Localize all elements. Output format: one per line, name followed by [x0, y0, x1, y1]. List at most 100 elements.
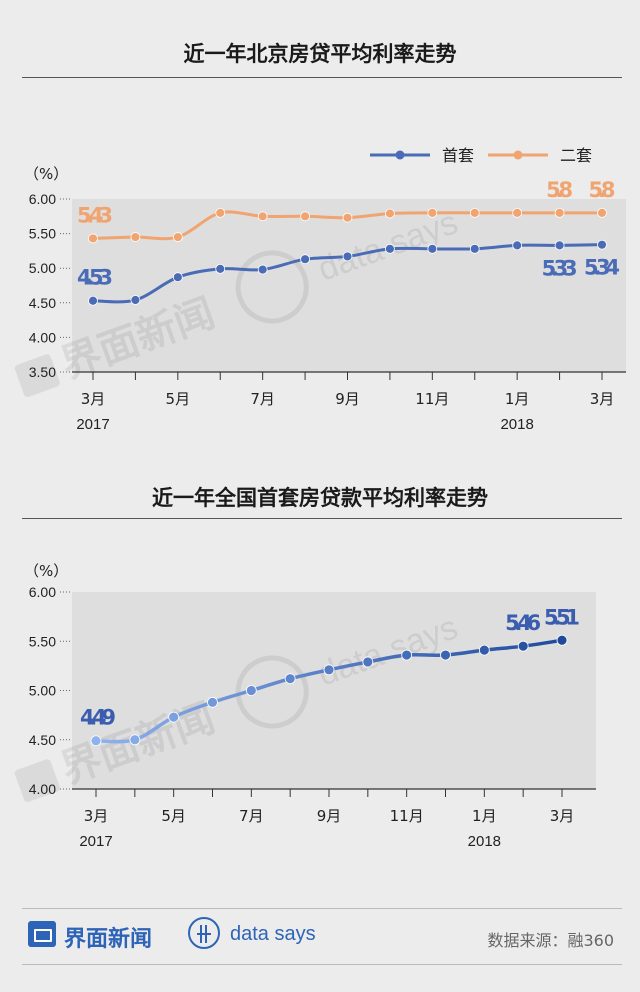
- data-point: [517, 640, 529, 652]
- data-point: [88, 233, 98, 244]
- y-unit-label: （%）: [24, 562, 68, 580]
- chart1-title: 近一年北京房贷平均利率走势: [183, 42, 457, 66]
- data-point: [478, 644, 490, 656]
- y-tick-label: 4.00: [29, 781, 56, 797]
- plot-background: [72, 592, 596, 789]
- data-point: [440, 649, 451, 661]
- chart2-title: 近一年全国首套房贷款平均利率走势: [152, 486, 488, 510]
- data-label: 4.53: [77, 266, 113, 290]
- data-label: 5.46: [505, 611, 541, 635]
- y-tick-label: 5.00: [29, 260, 56, 276]
- footer-source: 数据来源：融360: [487, 931, 614, 950]
- data-point: [512, 240, 523, 251]
- data-label: 5.33: [542, 256, 578, 280]
- data-point: [168, 711, 180, 723]
- x-tick-label: 1月: [472, 807, 497, 825]
- data-point: [207, 696, 218, 708]
- data-label: 5.43: [77, 203, 113, 227]
- x-tick-label: 3月: [84, 807, 109, 825]
- data-point: [323, 664, 335, 676]
- jiemian-logo-icon: [28, 921, 56, 947]
- x-tick-label: 3月: [590, 390, 615, 408]
- data-point: [427, 243, 438, 254]
- data-point: [257, 264, 268, 275]
- data-label: 5.8: [589, 178, 616, 202]
- data-point: [385, 243, 395, 254]
- data-point: [284, 673, 296, 685]
- data-point: [130, 295, 141, 305]
- footer-top-rule: [22, 908, 622, 909]
- watermark-logo-icon: [14, 354, 60, 397]
- data-point: [554, 207, 565, 218]
- y-tick-label: 4.50: [29, 732, 56, 748]
- data-point: [172, 272, 183, 283]
- data-label: 5.8: [546, 178, 573, 202]
- y-tick-label: 6.00: [29, 191, 56, 207]
- data-point: [129, 734, 141, 746]
- data-point: [597, 207, 607, 218]
- y-tick-label: 4.00: [29, 329, 56, 345]
- y-tick-label: 3.50: [29, 364, 56, 380]
- data-point: [427, 207, 438, 218]
- chart1-title-rule: [22, 77, 622, 78]
- x-tick-label: 5月: [166, 390, 191, 408]
- data-point: [342, 212, 353, 223]
- x-tick-year: 2018: [468, 833, 501, 850]
- x-tick-label: 7月: [239, 807, 264, 825]
- y-tick-label: 6.00: [29, 584, 56, 600]
- x-tick-year: 2017: [76, 416, 109, 433]
- x-tick-year: 2018: [500, 416, 533, 433]
- x-tick-label: 5月: [161, 807, 186, 825]
- x-tick-label: 11月: [390, 807, 424, 825]
- data-point: [469, 243, 480, 254]
- data-point: [88, 295, 98, 306]
- y-unit-label: （%）: [24, 165, 68, 183]
- footer-datasays: data says: [230, 923, 316, 945]
- data-point: [362, 656, 374, 668]
- legend-swatch-dot: [513, 150, 523, 160]
- x-tick-label: 9月: [335, 390, 360, 408]
- data-point: [300, 211, 310, 222]
- data-label: 5.34: [584, 256, 620, 280]
- data-point: [556, 634, 568, 646]
- data-point: [401, 649, 413, 661]
- data-point: [342, 251, 353, 262]
- x-tick-label: 9月: [317, 807, 342, 825]
- y-tick-label: 5.00: [29, 683, 56, 699]
- y-tick-label: 4.50: [29, 295, 56, 311]
- x-tick-label: 3月: [550, 807, 575, 825]
- x-tick-label: 7月: [250, 390, 275, 408]
- watermark-datasays-icon: [235, 250, 309, 324]
- footer: 界面新闻 data says 数据来源：融360: [22, 915, 618, 959]
- data-point: [245, 685, 257, 696]
- y-tick-label: 5.50: [29, 226, 56, 242]
- data-point: [257, 211, 268, 222]
- footer-brand: 界面新闻: [64, 927, 153, 952]
- data-point: [469, 207, 480, 218]
- data-point: [385, 208, 395, 219]
- data-point: [554, 240, 565, 251]
- data-point: [90, 735, 102, 747]
- data-point: [130, 232, 141, 242]
- legend-swatch-dot: [395, 150, 405, 160]
- watermark-logo-icon: [14, 759, 60, 802]
- x-tick-label: 3月: [81, 390, 106, 408]
- data-point: [300, 254, 310, 265]
- data-point: [597, 239, 607, 250]
- data-label: 5.51: [544, 605, 580, 629]
- legend-label: 二套: [560, 146, 592, 165]
- data-point: [215, 263, 226, 274]
- chart2-title-rule: [22, 518, 622, 519]
- datasays-logo-icon: [188, 917, 220, 949]
- watermark-datasays-icon: [235, 655, 309, 729]
- data-point: [172, 232, 183, 242]
- data-point: [215, 207, 226, 218]
- legend-label: 首套: [442, 146, 474, 165]
- x-tick-label: 1月: [505, 390, 530, 408]
- x-tick-label: 11月: [415, 390, 449, 408]
- footer-bottom-rule: [22, 964, 622, 965]
- y-tick-label: 5.50: [29, 633, 56, 649]
- data-point: [512, 207, 523, 218]
